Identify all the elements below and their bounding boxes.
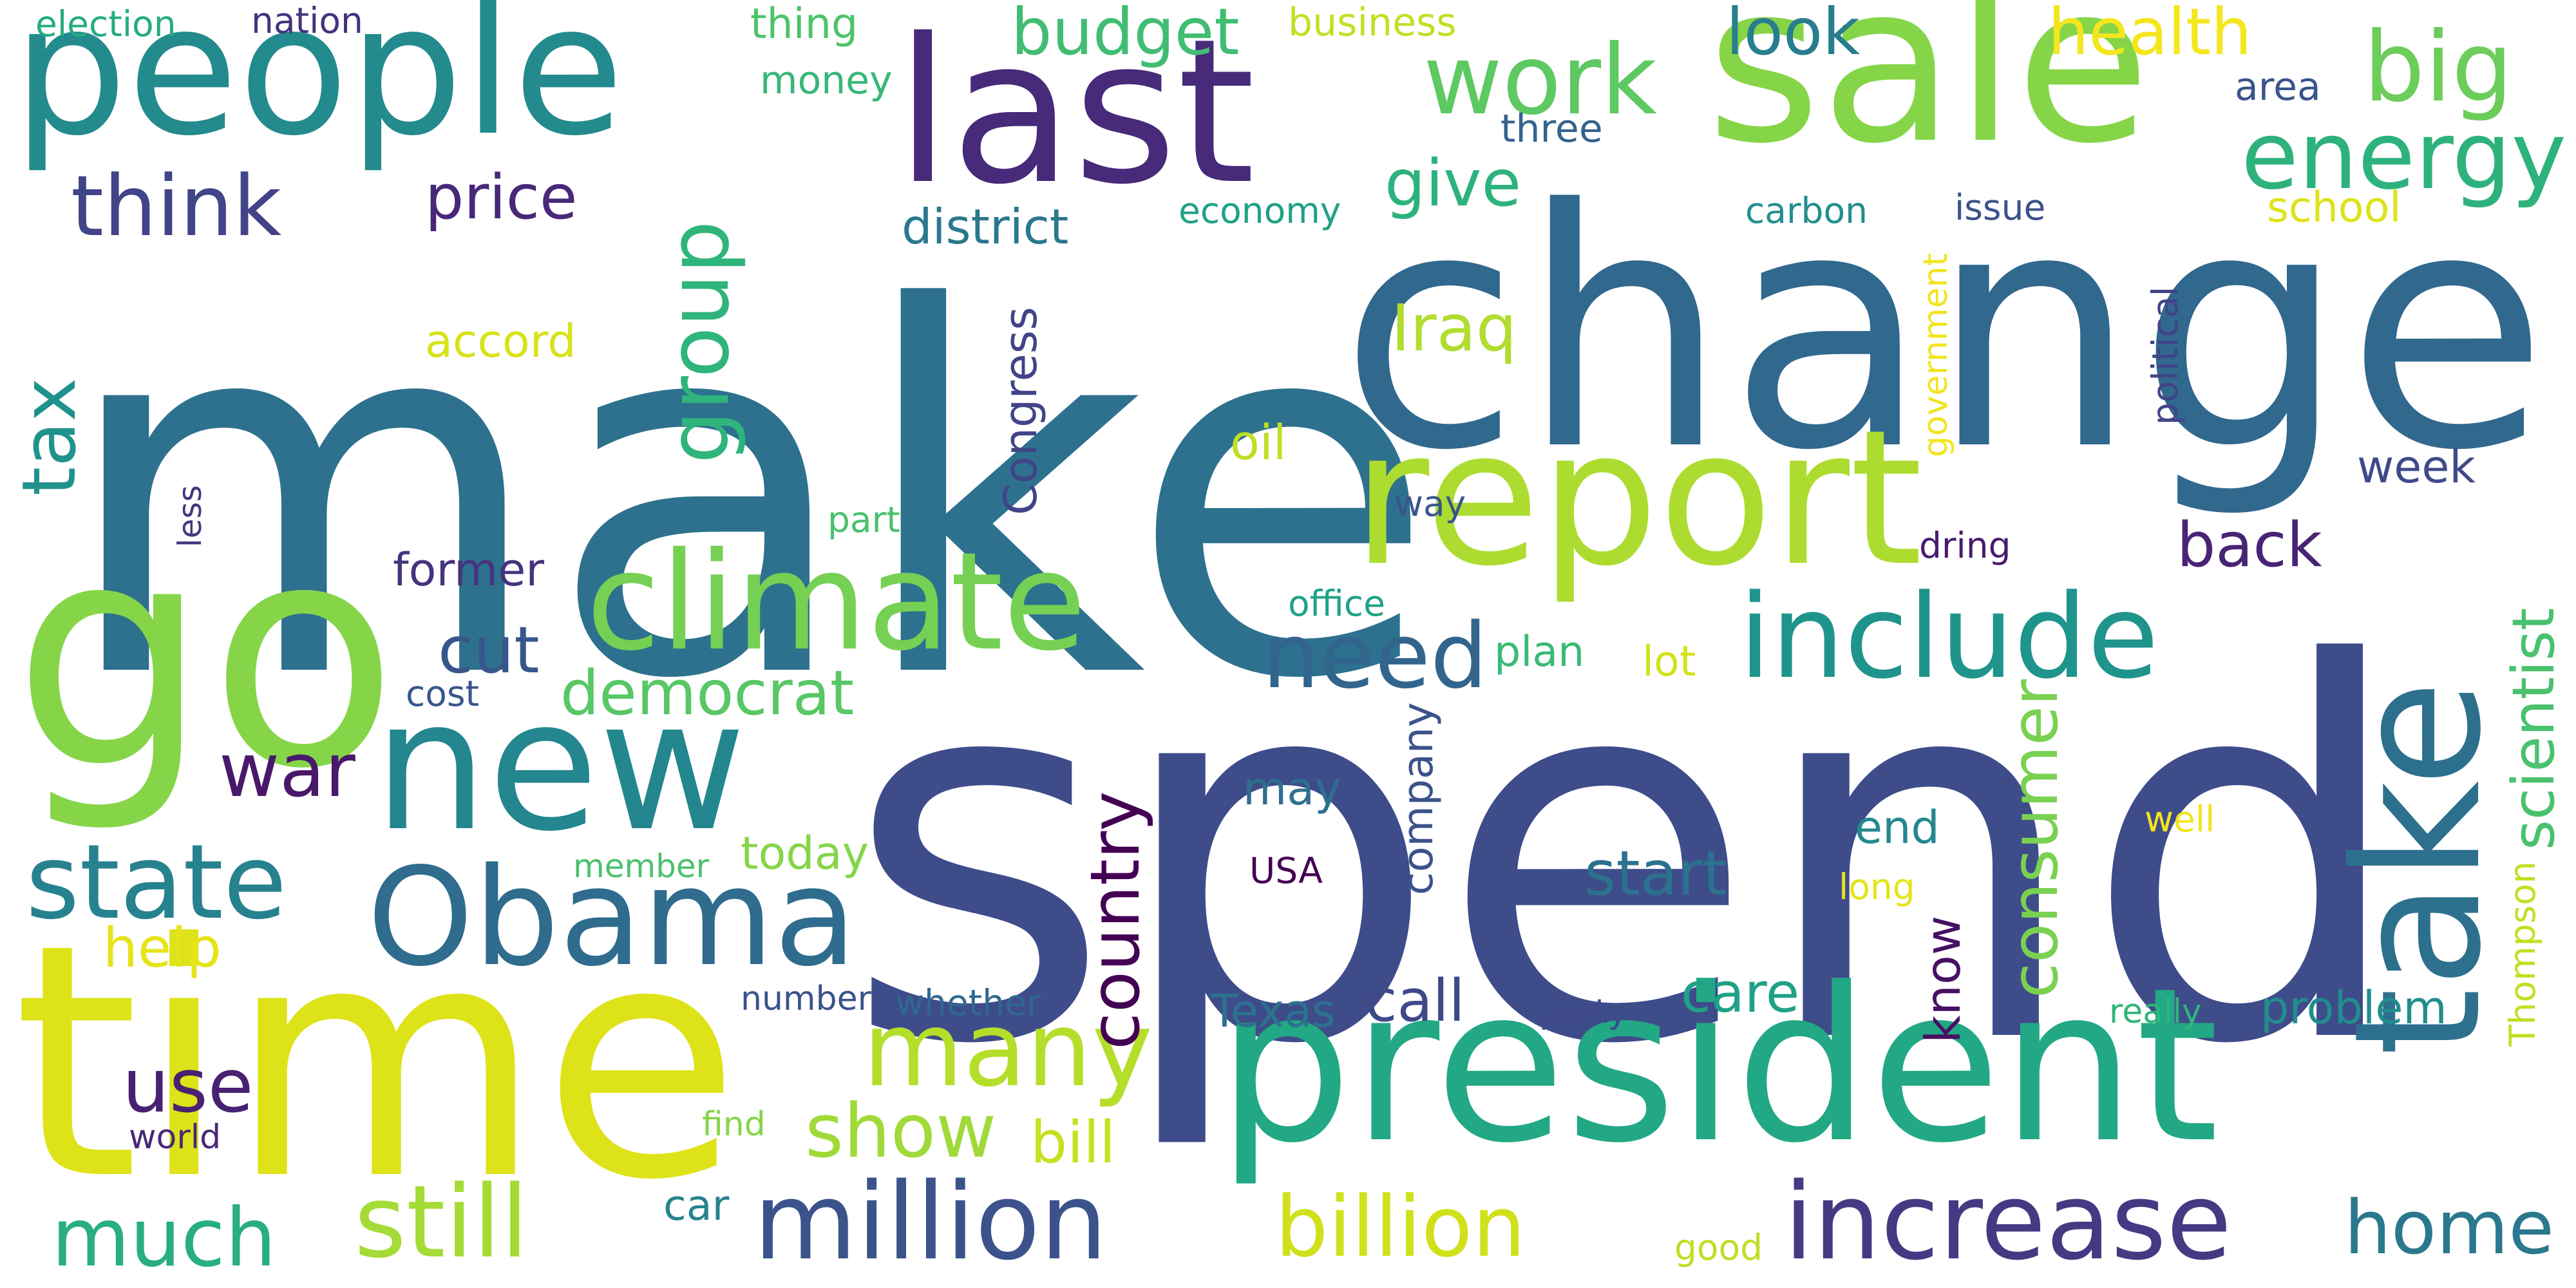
word-start: start	[1584, 838, 1727, 909]
word-economy: economy	[1179, 190, 1341, 231]
word-include: include	[1739, 570, 2159, 705]
word-group: group	[650, 220, 748, 464]
word-bill: bill	[1030, 1109, 1116, 1177]
word-think: think	[71, 157, 282, 255]
word-lot: lot	[1642, 638, 1696, 686]
word-spend: spend	[844, 556, 2410, 1157]
word-government: government	[1917, 252, 1955, 457]
word-texas: Texas	[1211, 985, 1336, 1037]
word-oil: oil	[1230, 414, 1287, 471]
word-long: long	[1839, 866, 1915, 907]
word-good: good	[1674, 1227, 1763, 1268]
word-thing: thing	[750, 0, 858, 48]
word-plan: plan	[1494, 628, 1585, 676]
word-show: show	[805, 1088, 997, 1175]
word-carbon: carbon	[1745, 190, 1868, 231]
word-money: money	[760, 58, 893, 103]
word-need: need	[1262, 604, 1488, 709]
word-world: world	[129, 1118, 222, 1157]
word-home: home	[2344, 1185, 2555, 1271]
word-party: party	[1539, 992, 1628, 1031]
word-last: last	[895, 0, 1256, 229]
word-whether: whether	[895, 982, 1041, 1023]
word-new: new	[374, 661, 746, 871]
word-end: end	[1855, 801, 1940, 854]
word-today: today	[741, 827, 869, 880]
word-sale: sale	[1707, 0, 2151, 192]
word-week: week	[2357, 440, 2476, 493]
word-problem: problem	[2260, 981, 2447, 1034]
word-thompson: Thompson	[2502, 861, 2543, 1046]
word-use: use	[122, 1043, 254, 1130]
word-many: many	[863, 989, 1153, 1110]
word-cut: cut	[438, 612, 540, 688]
word-former: former	[393, 544, 545, 596]
word-democrat: democrat	[560, 658, 855, 729]
word-report: report	[1352, 390, 1923, 607]
word-million: million	[753, 1160, 1108, 1283]
word-issue: issue	[1955, 187, 2046, 228]
word-big: big	[2363, 12, 2514, 124]
word-number: number	[741, 980, 871, 1018]
word-budget: budget	[1011, 0, 1240, 70]
word-nation: nation	[251, 0, 363, 41]
word-business: business	[1288, 0, 1457, 45]
word-country: country	[1076, 791, 1155, 1050]
word-less: less	[171, 485, 209, 547]
word-may: may	[1243, 762, 1341, 815]
word-state: state	[26, 822, 287, 942]
word-change: change	[1340, 140, 2548, 522]
word-much: much	[52, 1191, 276, 1285]
word-climate: climate	[586, 523, 1086, 681]
word-work: work	[1423, 24, 1657, 137]
word-accord: accord	[425, 315, 576, 368]
word-time: time	[13, 875, 741, 1250]
word-go: go	[13, 477, 399, 837]
word-company: company	[1394, 702, 1443, 895]
word-help: help	[103, 916, 222, 980]
word-iraq: Iraq	[1391, 290, 1517, 366]
word-billion: billion	[1275, 1178, 1526, 1276]
word-three: three	[1501, 106, 1603, 151]
word-consumer: consumer	[1997, 679, 2072, 998]
word-dring: dring	[1919, 525, 2011, 566]
word-back: back	[2177, 510, 2322, 581]
word-district: district	[902, 198, 1069, 255]
word-scientist: scientist	[2500, 607, 2568, 850]
word-look: look	[1726, 0, 1861, 70]
word-energy: energy	[2241, 102, 2567, 211]
word-war: war	[219, 728, 355, 814]
word-increase: increase	[1784, 1160, 2232, 1283]
word-usa: USA	[1249, 850, 1323, 891]
word-president: president	[1217, 942, 2219, 1189]
word-still: still	[354, 1164, 529, 1280]
word-political: political	[2145, 286, 2186, 425]
word-way: way	[1394, 483, 1466, 524]
word-tax: tax	[6, 377, 93, 496]
word-call: call	[1365, 967, 1465, 1035]
word-know: know	[1915, 915, 1971, 1043]
word-give: give	[1385, 146, 1521, 221]
word-really: really	[2109, 992, 2202, 1031]
word-part: part	[828, 499, 900, 540]
word-people: people	[13, 0, 625, 176]
word-find: find	[702, 1105, 766, 1144]
word-health: health	[2048, 0, 2252, 70]
word-congress: Congress	[994, 307, 1047, 515]
word-member: member	[573, 848, 710, 885]
word-care: care	[1681, 961, 1800, 1025]
word-school: school	[2267, 184, 2401, 232]
word-car: car	[663, 1182, 730, 1230]
word-make: make	[58, 204, 1437, 788]
word-office: office	[1288, 583, 1385, 624]
word-election: election	[35, 3, 176, 44]
word-price: price	[425, 162, 578, 233]
word-area: area	[2235, 64, 2321, 109]
word-obama: Obama	[367, 838, 857, 996]
word-cost: cost	[406, 673, 480, 714]
word-well: well	[2145, 799, 2215, 840]
